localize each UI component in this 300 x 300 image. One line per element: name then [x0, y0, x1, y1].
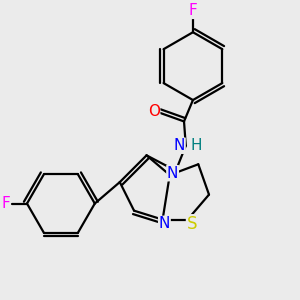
Text: N: N [174, 138, 185, 153]
Text: H: H [190, 138, 202, 153]
Text: N: N [167, 166, 178, 181]
Text: S: S [187, 215, 197, 233]
Text: N: N [159, 216, 170, 231]
Text: F: F [189, 3, 197, 18]
Text: O: O [148, 104, 160, 119]
Text: F: F [1, 196, 10, 211]
